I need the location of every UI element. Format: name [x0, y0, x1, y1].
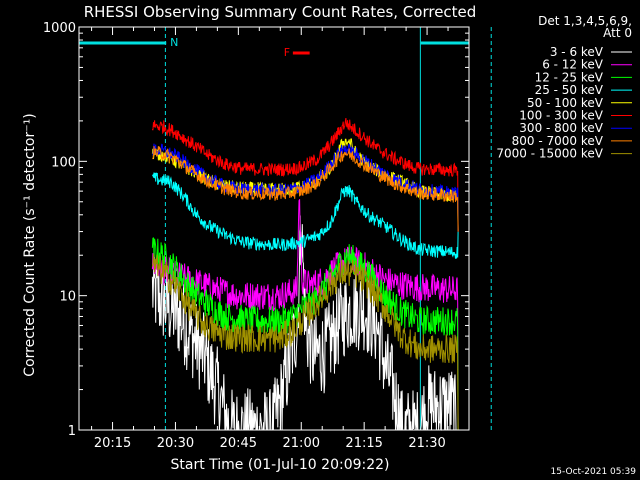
x-tick-label: 21:00	[283, 436, 320, 451]
chart-title: RHESSI Observing Summary Count Rates, Co…	[84, 3, 477, 21]
generated-timestamp: 15-Oct-2021 05:39	[551, 467, 637, 477]
series-800-7000-kev-line	[152, 145, 459, 232]
x-tick-label: 21:15	[345, 436, 382, 451]
series-12-25-kev-line	[151, 237, 459, 431]
legend-label: 25 - 50 keV	[535, 83, 604, 97]
x-tick-label: 21:30	[408, 436, 445, 451]
plot-area: NF 20:15 20:30 20:45 21:00 21:15 21:301101001…	[43, 21, 492, 451]
series-25-50-kev-line	[151, 172, 459, 259]
y-tick-label: 100	[51, 155, 76, 170]
x-tick-label: 20:30	[157, 436, 194, 451]
legend-label: 100 - 300 keV	[519, 109, 603, 123]
x-tick-label: 20:15	[94, 436, 131, 451]
y-tick-label: 1	[68, 424, 76, 439]
series-lines	[151, 118, 459, 431]
x-tick-label: 20:45	[220, 436, 257, 451]
legend-label: 12 - 25 keV	[535, 70, 604, 84]
series-100-300-kev-line	[151, 118, 459, 232]
axis-ticks: 20:15 20:30 20:45 21:00 21:15 21:30 1 10 100 1000	[43, 21, 470, 451]
flag-label-f: F	[284, 46, 290, 59]
legend-label: 300 - 800 keV	[519, 121, 603, 135]
y-tick-label: 10	[59, 290, 76, 305]
series-6-12-kev-line	[151, 199, 459, 431]
flag-bars: NF	[79, 36, 469, 59]
legend-header-attenuator: Att 0	[603, 26, 632, 40]
series-3-6-kev-line	[151, 215, 459, 431]
flag-label-n: N	[170, 36, 178, 49]
mode-change-lines	[164, 27, 492, 430]
x-axis-label: Start Time (01-Jul-10 20:09:22)	[170, 457, 389, 473]
plot-frame	[78, 26, 470, 431]
legend-header-detectors: Det 1,3,4,5,6,9,	[538, 14, 632, 28]
series-7000-15000-kev-line	[151, 254, 459, 431]
y-tick-label: 1000	[43, 21, 76, 36]
y-axis-label: Corrected Count Rate (s⁻¹ detector⁻¹)	[22, 113, 38, 376]
legend-label: 800 - 7000 keV	[512, 134, 604, 148]
legend-label: 50 - 100 keV	[527, 96, 604, 110]
legend-label: 6 - 12 keV	[542, 58, 604, 72]
legend-label: 7000 - 15000 keV	[496, 147, 603, 161]
legend-label: 3 - 6 keV	[550, 45, 604, 59]
